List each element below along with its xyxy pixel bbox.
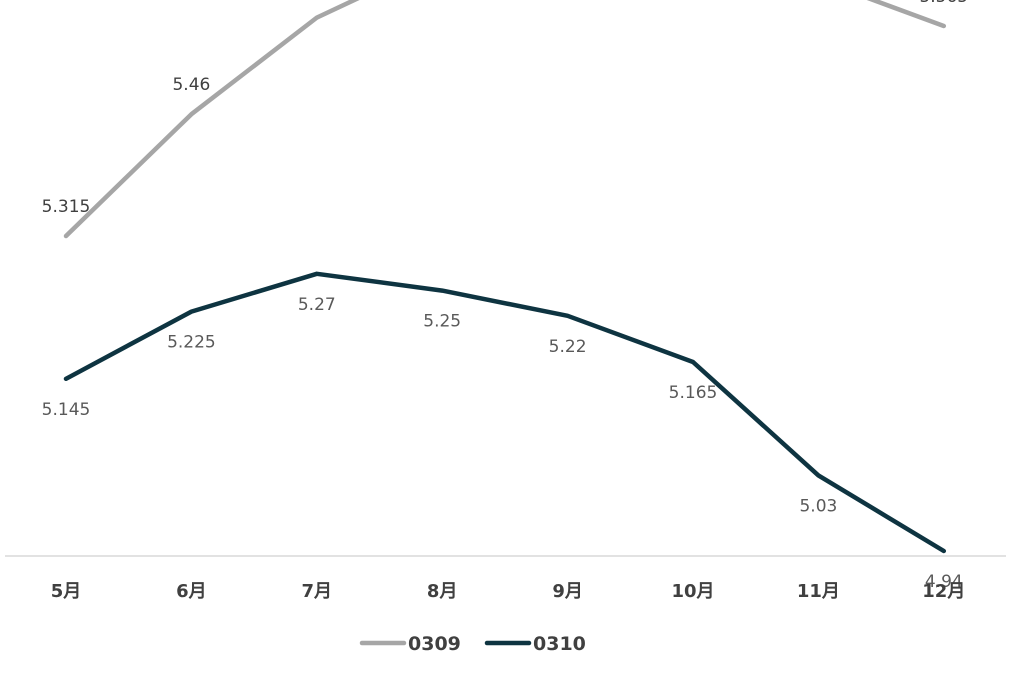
- legend-item-0309: 0309: [359, 633, 461, 655]
- data-label-0309-0: 5.315: [42, 197, 91, 217]
- data-label-layer: 5.3155.465.5755.6455.6555.6655.625.5655.…: [42, 0, 968, 592]
- data-label-0310-7: 4.94: [925, 572, 963, 592]
- x-tick-label-6: 11月: [797, 581, 840, 602]
- data-label-0310-6: 5.03: [799, 496, 837, 516]
- x-tick-label-4: 9月: [552, 581, 583, 602]
- x-tick-label-5: 10月: [671, 581, 714, 602]
- legend-label-0310: 0310: [533, 633, 586, 655]
- legend-item-0310: 0310: [484, 633, 586, 655]
- data-label-0310-0: 5.145: [42, 400, 91, 420]
- x-tick-label-1: 6月: [176, 581, 207, 602]
- data-label-0310-2: 5.27: [298, 295, 336, 315]
- x-tick-label-2: 7月: [302, 581, 333, 602]
- data-label-0310-5: 5.165: [669, 383, 718, 403]
- series-layer: [63, 0, 947, 554]
- data-label-0310-1: 5.225: [167, 333, 216, 353]
- x-axis-ticks: 5月 6月 7月 8月 9月 10月 11月 12月: [51, 581, 966, 602]
- data-label-0310-4: 5.22: [549, 337, 587, 357]
- x-tick-label-0: 5月: [51, 581, 82, 602]
- legend-label-0309: 0309: [408, 633, 461, 655]
- legend: 0309 0310: [359, 633, 586, 655]
- data-label-0309-1: 5.46: [172, 75, 210, 95]
- x-tick-label-3: 8月: [427, 581, 458, 602]
- series-line-0309: [63, 0, 947, 239]
- data-label-0310-3: 5.25: [423, 312, 461, 332]
- series-line-0310: [63, 271, 947, 554]
- data-label-0309-7: 5.565: [919, 0, 968, 7]
- x-tick-label-7: 12月: [922, 581, 965, 602]
